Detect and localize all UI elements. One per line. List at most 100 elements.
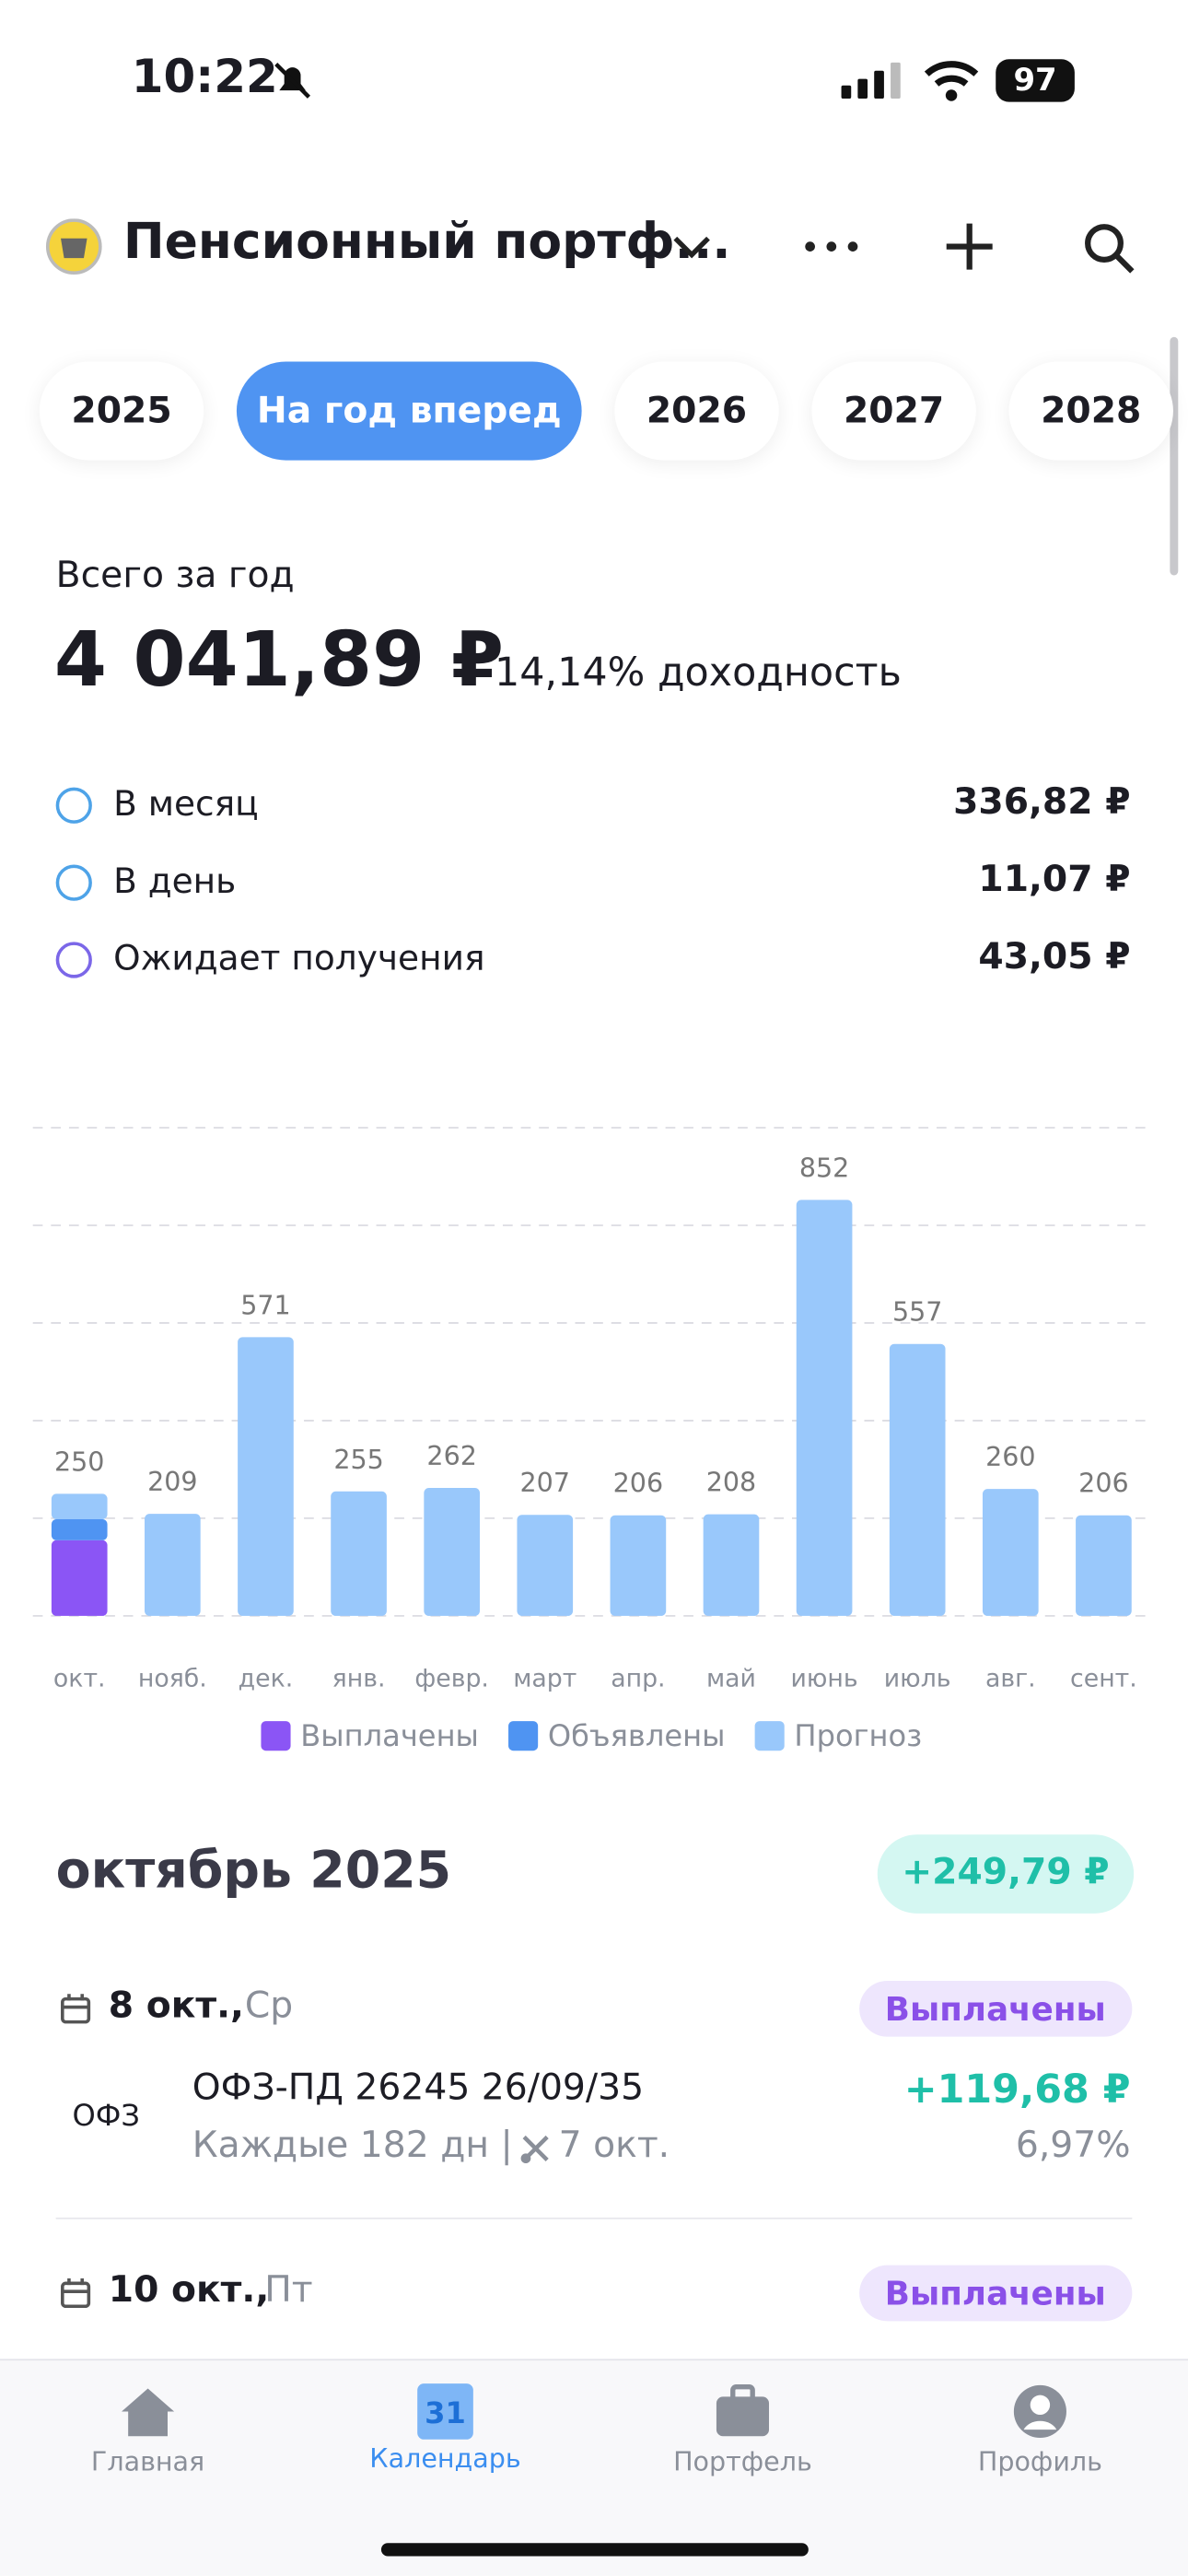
row-marker	[55, 942, 92, 978]
nav-portfolio[interactable]: Портфель	[595, 2360, 891, 2524]
bar-segment	[51, 1518, 108, 1540]
battery: 97	[996, 59, 1075, 102]
payment-date: 8 окт.,	[108, 1985, 244, 2027]
payment-date: 10 окт.,	[108, 2270, 270, 2312]
bond-cut-date: 7 окт.	[558, 2125, 670, 2167]
bar-segment	[331, 1491, 387, 1616]
chart: 250 окт. 209 нояб. 571 дек. 255 янв. 262 февр. 207…	[32, 1127, 1150, 1753]
year-tab[interactable]: 2025	[39, 361, 204, 461]
summary-label: Всего за год	[55, 556, 295, 597]
divider	[55, 2217, 1133, 2219]
profile-icon	[1013, 2384, 1066, 2439]
nav-home[interactable]: Главная	[0, 2360, 296, 2524]
wifi-icon	[924, 61, 979, 101]
nav-label: Календарь	[369, 2442, 521, 2475]
payment-weekday: Пт	[264, 2270, 313, 2312]
signal-icon	[841, 62, 901, 100]
bar-value-label: 207	[520, 1468, 570, 1498]
portfolio-icon	[716, 2384, 770, 2437]
status-badge: Выплачены	[858, 2265, 1133, 2322]
bar-value-label: 208	[706, 1468, 756, 1498]
x-tick-label: март	[513, 1665, 577, 1693]
x-tick-label: апр.	[611, 1665, 665, 1693]
legend-label: Выплачены	[300, 1718, 479, 1753]
bar-segment	[424, 1488, 480, 1616]
payment-yield: 6,97%	[1015, 2125, 1131, 2167]
bar-value-label: 255	[333, 1445, 383, 1475]
bar-value-label: 557	[892, 1297, 942, 1328]
year-tab[interactable]: 2027	[811, 361, 976, 461]
legend-swatch	[508, 1721, 539, 1751]
more-button[interactable]	[802, 230, 861, 263]
legend-label: Объявлены	[548, 1718, 726, 1753]
bar-segment	[238, 1337, 294, 1616]
ticker-logo: ОФЗ	[72, 2099, 141, 2134]
month-title: октябрь 2025	[55, 1841, 452, 1901]
bar-value-label: 209	[147, 1467, 197, 1497]
status-badge: Выплачены	[858, 1980, 1133, 2037]
scissors-icon	[520, 2135, 549, 2164]
bar-value-label: 260	[985, 1442, 1035, 1472]
x-tick-label: май	[706, 1665, 756, 1693]
nav-label: Профиль	[977, 2445, 1102, 2477]
bar-value-label: 206	[613, 1469, 663, 1499]
payment-weekday: Ср	[244, 1985, 294, 2027]
home-indicator	[380, 2543, 809, 2557]
add-button[interactable]	[943, 220, 996, 273]
bar-segment	[51, 1540, 108, 1616]
row-value: 11,07 ₽	[978, 860, 1131, 901]
year-tab-active[interactable]: На год вперед	[236, 361, 582, 461]
x-tick-label: авг.	[985, 1665, 1036, 1693]
scrollbar	[1170, 336, 1179, 576]
bar-segment	[517, 1515, 574, 1616]
home-icon	[122, 2388, 175, 2437]
x-tick-label: дек.	[239, 1665, 294, 1693]
row-label: В день	[113, 861, 237, 901]
bar-segment	[982, 1489, 1039, 1616]
bar-value-label: 852	[799, 1153, 849, 1183]
legend-swatch	[754, 1721, 785, 1751]
logo	[45, 218, 102, 275]
bar-segment	[889, 1343, 946, 1616]
bar-segment	[1076, 1515, 1132, 1616]
bar-segment	[796, 1200, 853, 1616]
bar-value-label: 250	[54, 1446, 104, 1477]
year-tab[interactable]: 2026	[614, 361, 779, 461]
x-tick-label: янв.	[332, 1665, 386, 1693]
nav-profile[interactable]: Профиль	[892, 2360, 1188, 2524]
portfolio-title[interactable]: Пенсионный портф...	[122, 213, 731, 272]
calendar-icon	[61, 1994, 91, 2024]
row-marker	[55, 864, 92, 901]
payment-amount: +119,68 ₽	[903, 2066, 1131, 2113]
bar-value-label: 571	[240, 1290, 290, 1320]
x-tick-label: февр.	[414, 1665, 489, 1693]
row-marker	[55, 787, 92, 824]
nav-calendar[interactable]: 31 Календарь	[297, 2360, 593, 2524]
bond-name[interactable]: ОФЗ-ПД 26245 26/09/35	[192, 2067, 645, 2110]
x-tick-label: сент.	[1070, 1665, 1137, 1693]
row-label: Ожидает получения	[113, 938, 485, 978]
x-tick-label: окт.	[53, 1665, 106, 1693]
nav-label: Главная	[90, 2445, 205, 2477]
clock: 10:22	[131, 49, 278, 104]
search-button[interactable]	[1081, 220, 1137, 276]
bar-segment	[610, 1515, 667, 1616]
nav-label: Портфель	[673, 2445, 812, 2477]
x-tick-label: нояб.	[138, 1665, 207, 1693]
tab-bar: Главная 31 Календарь Портфель Профиль	[0, 2359, 1188, 2576]
calendar-tab-icon: 31	[417, 2383, 473, 2440]
summary-yield: 14,14% доходность	[495, 649, 902, 696]
dropdown-icon[interactable]	[670, 230, 713, 263]
bond-period: Каждые 182 дн |	[192, 2125, 513, 2167]
bar-segment	[51, 1493, 108, 1519]
year-tab[interactable]: 2028	[1008, 361, 1173, 461]
legend-swatch	[261, 1721, 291, 1751]
calendar-icon	[61, 2277, 91, 2309]
summary-total: 4 041,89 ₽	[53, 615, 504, 704]
legend-label: Прогноз	[794, 1718, 922, 1753]
row-value: 336,82 ₽	[953, 782, 1131, 824]
row-label: В месяц	[113, 784, 259, 824]
month-amount: +249,79 ₽	[877, 1834, 1135, 1914]
